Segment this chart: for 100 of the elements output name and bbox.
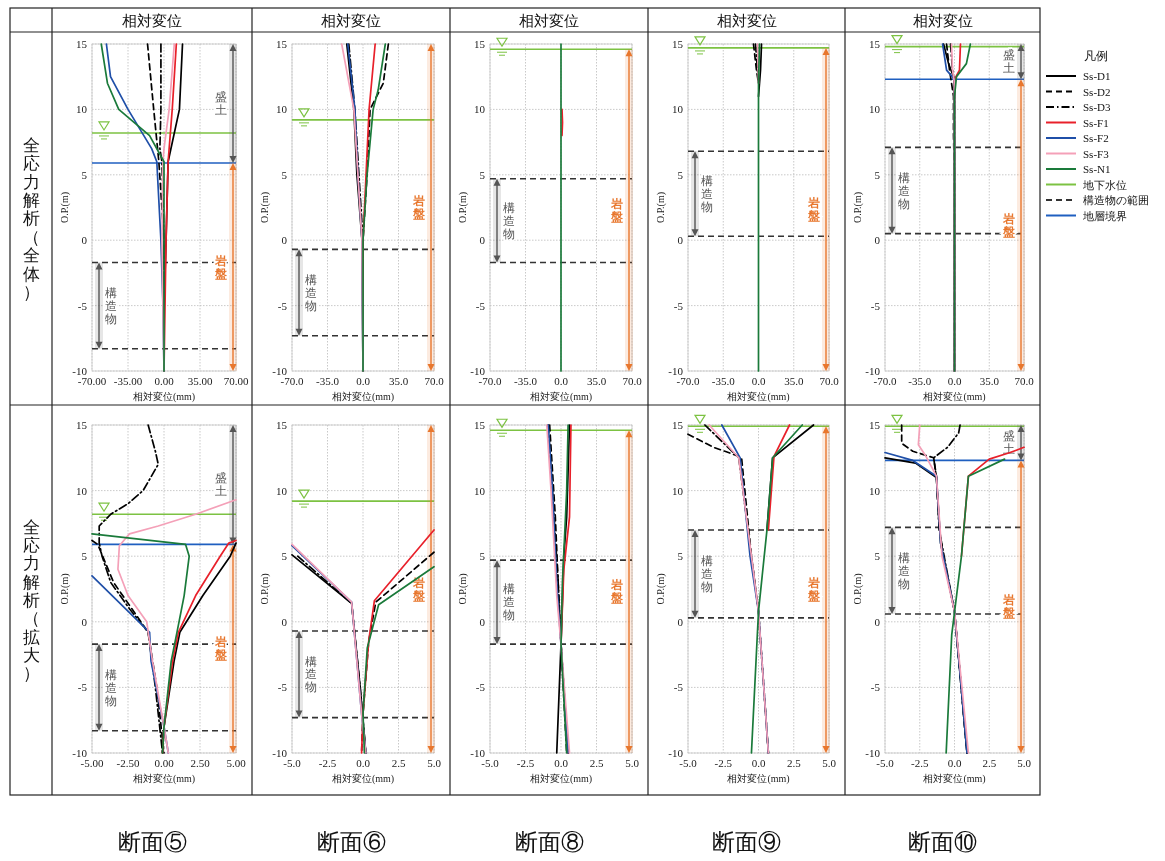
chart-title: 相対変位: [122, 13, 182, 29]
x-tick-label: 0.0: [554, 375, 569, 387]
y-tick-label: 5: [677, 168, 684, 181]
text: 全応力解析（拡大）: [22, 517, 40, 684]
x-tick-label: -5.0: [679, 757, 698, 769]
x-tick-label: -70.0: [478, 375, 502, 387]
y-tick-label: 10: [672, 484, 684, 497]
y-tick-label: 15: [869, 38, 881, 50]
x-tick-label: -2.5: [714, 757, 733, 769]
y-tick-label: -10: [865, 365, 881, 377]
legend-label: 地層境界: [1082, 209, 1127, 222]
y-tick-label: 5: [81, 168, 88, 181]
text: 断面⑥: [316, 830, 386, 855]
x-tick-label: -35.0: [908, 375, 932, 387]
x-axis-title: 相対変位(mm): [132, 773, 196, 785]
y-tick-label: 15: [474, 419, 486, 431]
y-tick-label: 15: [672, 419, 684, 431]
text: 断面⑧: [514, 830, 584, 855]
x-tick-label: 0.0: [751, 757, 766, 769]
x-tick-label: 0.0: [947, 375, 962, 387]
x-tick-label: 0.0: [554, 757, 569, 769]
y-axis-title: O.P.(m): [457, 191, 469, 224]
y-tick-label: 0: [677, 615, 684, 628]
x-tick-label: 70.0: [1014, 375, 1035, 387]
y-tick-label: -5: [870, 681, 881, 694]
x-tick-label: 5.00: [226, 757, 247, 769]
band-label: 岩盤: [1002, 593, 1015, 621]
x-axis-title: 相対変位(mm): [727, 773, 790, 785]
y-tick-label: 5: [874, 168, 881, 181]
x-tick-label: 35.0: [979, 375, 1000, 387]
x-tick-label: -2.5: [911, 757, 929, 769]
y-tick-label: 10: [672, 103, 684, 116]
x-tick-label: -5.00: [80, 757, 104, 769]
x-tick-label: -35.0: [514, 375, 538, 387]
x-tick-label: 70.0: [424, 375, 445, 387]
y-tick-label: -5: [673, 299, 684, 312]
band-label: 盛土: [1003, 48, 1015, 76]
band-label: 構造物: [701, 174, 713, 214]
x-tick-label: 35.00: [187, 375, 213, 387]
x-tick-label: 2.5: [589, 757, 604, 769]
x-tick-label: 0.0: [356, 375, 371, 387]
y-tick-label: 10: [869, 103, 881, 116]
x-tick-label: 0.00: [154, 375, 175, 387]
y-tick-label: -10: [668, 365, 684, 377]
x-tick-label: -2.5: [516, 757, 535, 769]
x-tick-label: 2.5: [982, 757, 997, 769]
y-tick-label: 10: [869, 484, 881, 497]
y-tick-label: 15: [869, 419, 881, 431]
y-axis-title: O.P.(m): [852, 573, 864, 605]
band-label: 盛土: [215, 471, 227, 499]
text: 断面⑩: [908, 830, 977, 855]
y-tick-label: -10: [470, 747, 486, 759]
y-tick-label: -10: [72, 365, 88, 377]
band-label: 岩盤: [610, 578, 623, 606]
x-tick-label: 2.50: [190, 757, 211, 769]
x-axis-title: 相対変位(mm): [529, 773, 593, 785]
x-tick-label: -70.0: [280, 375, 304, 387]
legend-label: Ss-D2: [1083, 85, 1111, 98]
x-tick-label: 5.0: [822, 757, 837, 769]
y-tick-label: -5: [475, 681, 486, 694]
x-tick-label: 5.0: [625, 757, 640, 769]
x-tick-label: -35.0: [711, 375, 736, 387]
y-tick-label: 10: [76, 103, 88, 116]
y-tick-label: 5: [479, 168, 486, 181]
y-tick-label: 10: [276, 103, 288, 116]
y-tick-label: 0: [281, 234, 288, 247]
x-axis-title: 相対変位(mm): [727, 391, 790, 403]
y-tick-label: 0: [479, 615, 486, 628]
x-tick-label: -2.5: [318, 757, 337, 769]
chart-title: 相対変位: [716, 13, 777, 29]
legend-label: Ss-D1: [1083, 70, 1111, 82]
y-tick-label: 0: [81, 615, 88, 628]
y-tick-label: -5: [475, 299, 486, 312]
y-tick-label: 5: [874, 550, 881, 563]
x-tick-label: 70.0: [819, 375, 840, 387]
y-tick-label: -10: [470, 365, 486, 377]
y-tick-label: -10: [668, 747, 684, 759]
y-tick-label: 15: [76, 38, 88, 50]
y-tick-label: 15: [672, 38, 684, 50]
x-tick-label: -70.00: [77, 375, 107, 387]
x-tick-label: 2.5: [391, 757, 406, 769]
legend-label: Ss-D3: [1083, 101, 1112, 113]
y-axis-title: O.P.(m): [655, 191, 667, 224]
y-tick-label: 10: [276, 484, 288, 497]
y-tick-label: 0: [874, 615, 881, 628]
x-tick-label: 70.00: [223, 375, 249, 387]
legend-title: 凡例: [1084, 49, 1108, 63]
legend-label: Ss-N1: [1083, 163, 1111, 175]
x-axis-title: 相対変位(mm): [529, 391, 593, 403]
legend-label: 地下水位: [1082, 178, 1127, 191]
x-tick-label: -70.0: [676, 375, 700, 387]
x-tick-label: 35.0: [586, 375, 607, 387]
y-axis-title: O.P.(m): [59, 191, 71, 224]
y-axis-title: O.P.(m): [457, 573, 469, 605]
y-tick-label: 15: [276, 38, 288, 50]
y-tick-label: -5: [870, 299, 881, 312]
x-axis-title: 相対変位(mm): [331, 391, 395, 403]
x-tick-label: -35.00: [113, 375, 143, 387]
text: 断面⑨: [712, 830, 781, 855]
x-tick-label: 0.0: [356, 757, 371, 769]
